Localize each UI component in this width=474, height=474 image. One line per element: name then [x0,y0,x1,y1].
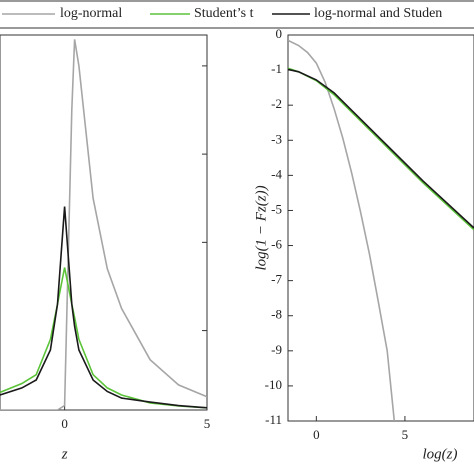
x-tick-label: 0 [61,416,68,431]
series-line [0,39,207,410]
x-tick-label: 0 [313,427,320,442]
legend-box [0,0,474,29]
series-line [0,267,207,409]
x-axis-label: z [61,446,68,462]
legend-label: log-normal and Studen [314,6,442,21]
series-line [288,67,474,231]
plot-frame [287,34,474,422]
y-tick-label: -2 [271,96,282,111]
y-tick-label: -6 [271,237,282,252]
x-tick-label: 5 [402,427,409,442]
series-line [0,206,207,409]
y-tick-label: -9 [271,342,282,357]
x-tick-label: 5 [204,416,211,431]
y-tick-label: -7 [271,272,282,287]
y-tick-label: -5 [271,201,282,216]
series-line [288,68,474,229]
y-tick-label: 0 [276,26,283,41]
y-tick-label: -3 [271,131,282,146]
plot-frame [0,34,208,411]
y-tick-label: -11 [265,412,282,427]
x-axis-label: log(z) [423,446,458,462]
y-tick-label: -10 [265,377,282,392]
y-tick-label: -4 [271,166,282,181]
legend-label: Student’s t [194,6,254,21]
y-tick-label: -8 [271,307,282,322]
legend-label: log-normal [60,6,122,21]
y-axis-label: log(1 − Fz(z)) [253,185,269,270]
y-tick-label: -1 [271,61,282,76]
series-line [288,39,396,421]
